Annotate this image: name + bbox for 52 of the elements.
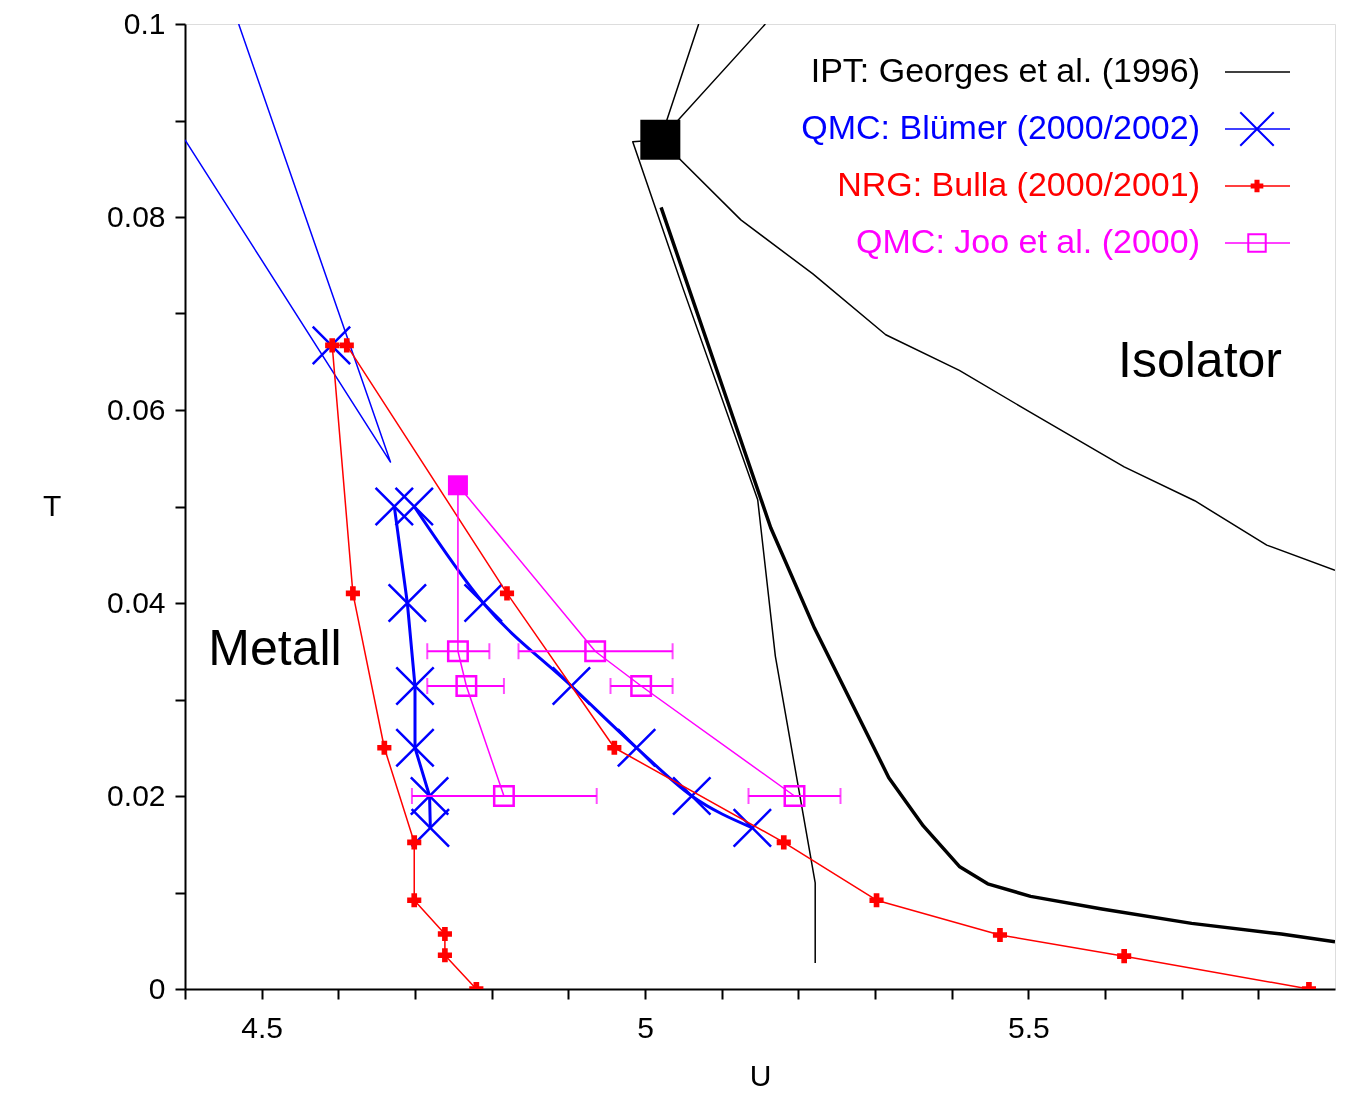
point (339, 338, 354, 353)
point (437, 948, 452, 963)
legend-label: IPT: Georges et al. (1996) (810, 51, 1200, 89)
y-tick-label: 0.06 (107, 392, 166, 426)
point (409, 776, 450, 816)
x-tick-label: 5.5 (1007, 1010, 1050, 1044)
y-tick-label: 0 (148, 971, 166, 1005)
point (869, 893, 884, 908)
point (1117, 949, 1132, 964)
point (407, 835, 422, 850)
x-tick-label: 4.5 (241, 1010, 284, 1044)
point (447, 475, 468, 496)
point (377, 740, 392, 755)
point (783, 785, 806, 807)
x-axis-title: U (749, 1058, 772, 1092)
point (992, 927, 1008, 943)
y-tick-label: 0.1 (123, 6, 166, 40)
point (492, 785, 515, 807)
point (630, 674, 653, 697)
point (455, 674, 478, 697)
annotation: Metall (208, 620, 342, 676)
point (395, 727, 435, 768)
legend-label: NRG: Bulla (2000/2001) (837, 165, 1200, 203)
point (732, 807, 773, 848)
point (410, 807, 451, 848)
point (345, 586, 360, 601)
point (311, 325, 352, 366)
point (499, 586, 515, 601)
point (387, 583, 428, 623)
y-tick-label: 0.02 (107, 778, 166, 812)
point (395, 666, 435, 706)
annotation: Isolator (1118, 332, 1282, 388)
point (640, 119, 681, 160)
point (671, 776, 712, 816)
point (616, 727, 657, 768)
point (407, 893, 422, 908)
point (374, 486, 415, 527)
point (394, 486, 435, 527)
point (776, 835, 791, 850)
point (437, 926, 452, 942)
point (325, 338, 340, 353)
point (446, 640, 469, 663)
point (551, 666, 592, 706)
point (584, 640, 607, 663)
point (607, 740, 622, 755)
legend-label: QMC: Joo et al. (2000) (856, 222, 1200, 260)
x-tick-label: 5 (637, 1010, 654, 1044)
point (463, 583, 504, 623)
y-axis-title: T (42, 489, 62, 522)
y-tick-label: 0.04 (107, 585, 166, 619)
y-tick-label: 0.08 (107, 199, 166, 233)
legend-label: QMC: Blümer (2000/2002) (801, 108, 1200, 146)
